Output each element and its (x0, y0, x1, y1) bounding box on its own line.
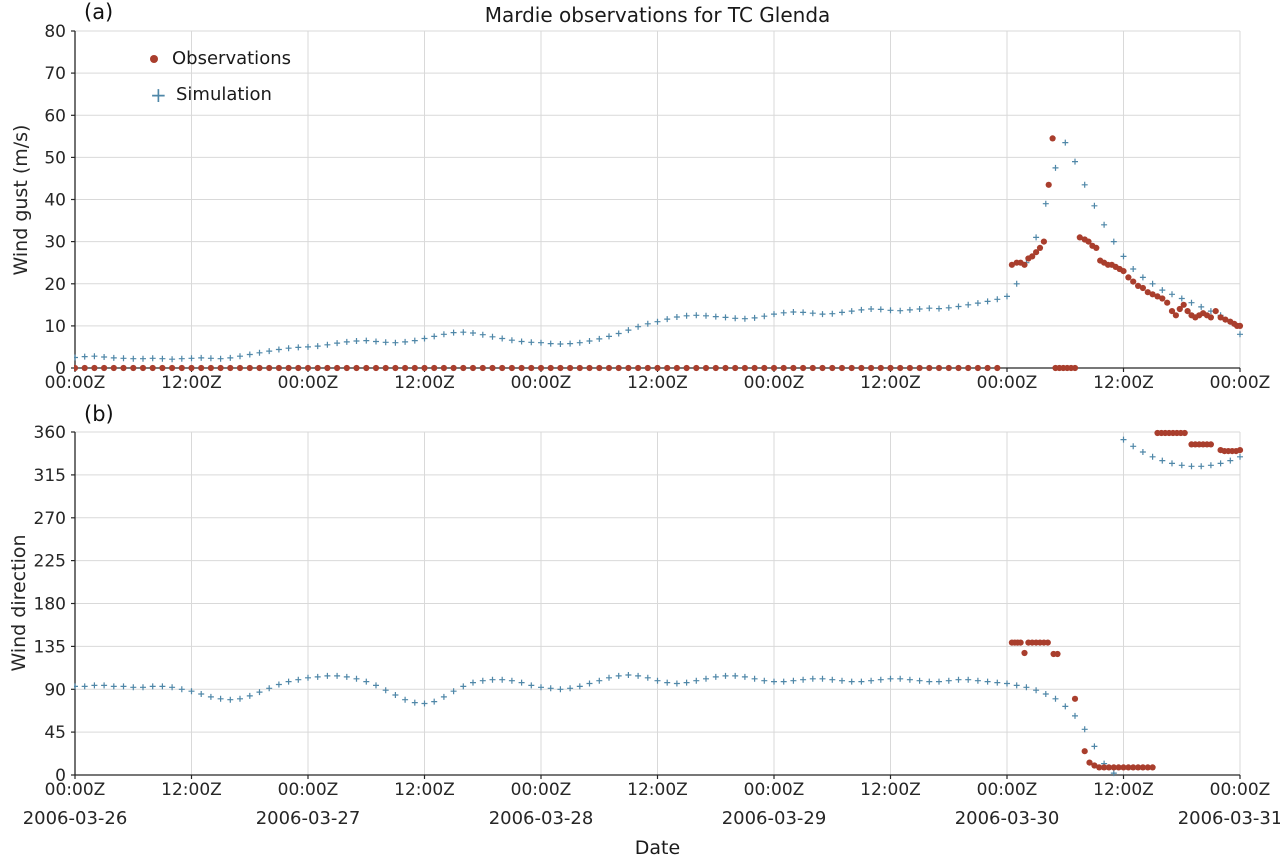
observations-dot-icon (150, 54, 158, 63)
svg-text:00:00Z: 00:00Z (744, 373, 805, 393)
legend-simulation-label: Simulation (176, 84, 272, 105)
svg-text:12:00Z: 12:00Z (1093, 780, 1154, 800)
svg-text:70: 70 (44, 64, 66, 84)
svg-text:360: 360 (34, 423, 66, 443)
svg-text:00:00Z: 00:00Z (977, 780, 1038, 800)
svg-text:2006-03-28: 2006-03-28 (489, 808, 594, 829)
svg-text:12:00Z: 12:00Z (627, 373, 688, 393)
simulation-plus-icon: + (150, 82, 167, 107)
svg-text:2006-03-26: 2006-03-26 (23, 808, 128, 829)
svg-text:20: 20 (44, 275, 66, 295)
svg-text:12:00Z: 12:00Z (394, 373, 455, 393)
svg-text:10: 10 (44, 317, 66, 337)
panel-a-label: (a) (84, 0, 114, 24)
svg-text:2006-03-31: 2006-03-31 (1178, 808, 1280, 829)
legend-item-observations: Observations (150, 48, 291, 69)
svg-text:0: 0 (55, 766, 66, 786)
svg-text:12:00Z: 12:00Z (394, 780, 455, 800)
svg-text:00:00Z: 00:00Z (744, 780, 805, 800)
svg-text:00:00Z: 00:00Z (278, 373, 339, 393)
svg-text:2006-03-27: 2006-03-27 (256, 808, 361, 829)
panel-wind-gust: 0 10 20 30 40 50 60 70 80 00:00Z 12:00Z 00:00Z 12:00… (44, 22, 1270, 393)
svg-text:0: 0 (55, 359, 66, 379)
svg-text:12:00Z: 12:00Z (860, 373, 921, 393)
svg-text:00:00Z: 00:00Z (45, 780, 106, 800)
panel-wind-direction: 0 45 90 135 180 225 270 315 360 00:00Z 12:00Z 00:00… (34, 423, 1271, 800)
svg-text:40: 40 (44, 191, 66, 211)
svg-text:225: 225 (34, 552, 66, 572)
svg-text:00:00Z: 00:00Z (511, 780, 572, 800)
svg-text:2006-03-29: 2006-03-29 (722, 808, 827, 829)
svg-text:80: 80 (44, 22, 66, 42)
svg-text:00:00Z: 00:00Z (278, 780, 339, 800)
panel-a-ylabel: Wind gust (m/s) (10, 124, 32, 276)
panel-b-label: (b) (84, 402, 114, 426)
x-axis-label: Date (634, 837, 681, 859)
svg-text:45: 45 (44, 723, 66, 743)
svg-text:270: 270 (34, 509, 66, 529)
svg-text:315: 315 (34, 466, 66, 486)
wind-gust-series-observations (74, 135, 1244, 372)
legend-observations-label: Observations (172, 48, 291, 69)
svg-text:135: 135 (34, 637, 66, 657)
legend: Observations + Simulation (150, 48, 291, 105)
panel-b-ylabel: Wind direction (8, 534, 30, 672)
svg-text:12:00Z: 12:00Z (860, 780, 921, 800)
svg-text:12:00Z: 12:00Z (1093, 373, 1154, 393)
svg-text:00:00Z: 00:00Z (1210, 780, 1271, 800)
svg-text:30: 30 (44, 233, 66, 253)
svg-text:60: 60 (44, 106, 66, 126)
svg-text:00:00Z: 00:00Z (511, 373, 572, 393)
svg-text:50: 50 (44, 148, 66, 168)
svg-text:180: 180 (34, 595, 66, 615)
svg-text:12:00Z: 12:00Z (627, 780, 688, 800)
svg-text:00:00Z: 00:00Z (977, 373, 1038, 393)
svg-text:90: 90 (44, 680, 66, 700)
svg-text:00:00Z: 00:00Z (1210, 373, 1271, 393)
wind-direction-series-observations (1008, 429, 1244, 771)
svg-text:12:00Z: 12:00Z (161, 373, 222, 393)
svg-text:12:00Z: 12:00Z (161, 780, 222, 800)
svg-text:00:00Z: 00:00Z (45, 373, 106, 393)
svg-text:2006-03-30: 2006-03-30 (955, 808, 1060, 829)
legend-item-simulation: + Simulation (150, 84, 291, 105)
wind-direction-series-simulation (74, 436, 1243, 777)
chart-title: Mardie observations for TC Glenda (484, 3, 831, 27)
